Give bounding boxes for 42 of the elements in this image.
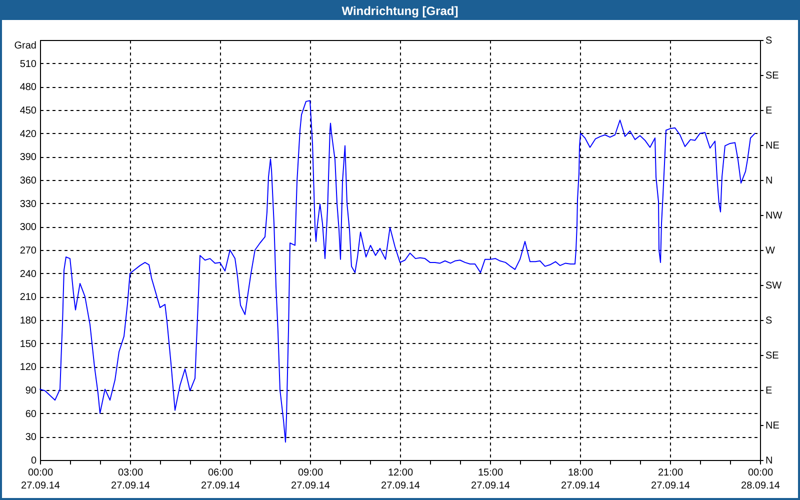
y-tick-label: 270 [20, 246, 37, 256]
y-tick-label: 150 [20, 338, 37, 350]
x-tick-label: 03:00 27.09.14 [111, 468, 150, 492]
y-tick-label: 330 [20, 198, 37, 210]
category-label: SE [766, 70, 779, 82]
y-tick-label: 450 [20, 106, 37, 116]
category-label: NE [766, 140, 780, 152]
y-tick-label: 0 [30, 456, 37, 466]
y-tick-label: 90 [25, 386, 37, 396]
x-tick-label: 15:00 27.09.14 [471, 468, 510, 492]
y-tick-label: 300 [20, 222, 37, 234]
x-tick-label: 21:00 27.09.14 [651, 468, 690, 492]
category-label: E [766, 106, 772, 116]
y-tick-label: 480 [20, 82, 37, 94]
y-tick-label: 120 [20, 362, 37, 374]
y-tick-label: 240 [20, 268, 37, 280]
y-tick-label: 420 [20, 128, 37, 140]
chart-title: Windrichtung [Grad] [2, 2, 798, 20]
category-label: N [766, 456, 773, 466]
category-label: W [766, 246, 775, 256]
y-tick-label: 390 [20, 152, 37, 164]
category-label: S [766, 316, 772, 326]
y-tick-label: 360 [20, 176, 37, 186]
x-tick-label: 09:00 27.09.14 [291, 468, 330, 492]
y-tick-label: 30 [25, 432, 37, 444]
category-label: SE [766, 350, 779, 362]
x-tick-label: 12:00 27.09.14 [381, 468, 420, 492]
x-tick-label: 00:00 27.09.14 [21, 468, 60, 492]
y-axis-title: Grad [14, 40, 36, 52]
category-label: N [766, 176, 773, 186]
y-tick-label: 510 [20, 58, 37, 70]
y-tick-label: 180 [20, 316, 37, 326]
category-label: NE [766, 420, 780, 432]
category-label: SW [766, 280, 782, 292]
x-tick-label: 00:00 28.09.14 [741, 468, 780, 492]
y-tick-label: 60 [25, 408, 37, 420]
category-label: S [766, 36, 772, 46]
x-tick-label: 18:00 27.09.14 [561, 468, 600, 492]
category-label: E [766, 386, 772, 396]
category-label: NW [766, 210, 782, 222]
x-tick-label: 06:00 27.09.14 [201, 468, 240, 492]
y-tick-label: 210 [20, 292, 37, 304]
